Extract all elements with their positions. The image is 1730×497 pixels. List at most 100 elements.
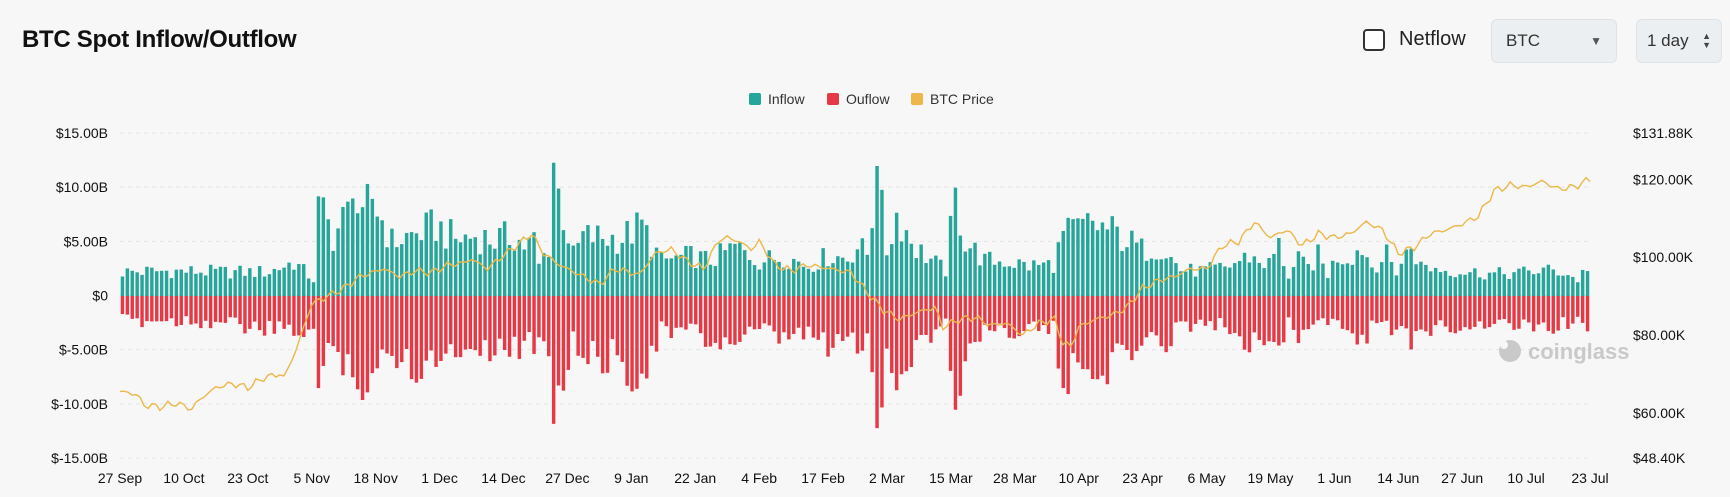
grid-lines [120,132,1590,459]
inflow-bar [983,253,987,296]
inflow-bar [1198,266,1203,296]
outflow-bar [694,296,698,325]
outflow-bar [1272,296,1276,343]
outflow-bar [532,296,536,354]
inflow-bar [934,255,938,296]
inflow-bar [1531,274,1536,296]
outflow-bar [1002,296,1007,329]
outflow-bar [983,296,987,325]
outflow-bar [689,296,693,324]
inflow-bar [1448,275,1453,296]
inflow-bar [184,272,188,296]
inflow-bar [953,187,958,296]
inflow-bar [1478,277,1482,296]
inflow-bar [605,245,610,296]
inflow-bar [1424,264,1428,296]
inflow-bar [870,228,874,296]
inflow-bar [287,262,291,296]
inflow-bar [1473,268,1477,296]
outflow-bar [1517,296,1521,329]
btc-price-line [119,176,1591,412]
outflow-bar [179,296,183,325]
right-axis-tick-label: $120.00K [1633,171,1694,187]
outflow-bar [341,296,345,376]
inflow-bar [1144,260,1149,296]
legend-swatch [911,93,923,105]
outflow-bar [1512,296,1516,330]
inflow-bar [551,162,556,296]
outflow-bar [478,296,482,356]
inflow-bar [272,268,277,296]
outflow-bar [1571,296,1575,324]
x-axis-tick-label: 27 Sep [98,470,143,486]
outflow-bar [277,296,281,322]
inflow-bar [395,247,399,296]
inflow-bar [875,166,879,296]
inflow-bar [409,232,414,296]
outflow-bar [605,296,610,373]
inflow-bar [978,265,982,296]
inflow-bar [850,262,855,296]
outflow-bar [836,296,840,335]
outflow-bar [811,296,816,338]
right-axis-tick-label: $131.88K [1633,125,1694,141]
inflow-bar [762,262,767,296]
x-axis-tick-label: 10 Jul [1507,470,1544,486]
outflow-bar [1257,296,1261,340]
inflow-bar [223,266,228,296]
inflow-bar [1007,266,1012,296]
outflow-bar [458,296,463,358]
inflow-bar [679,254,683,296]
inflow-bar [140,274,144,296]
outflow-bar [620,296,624,362]
outflow-bar [1164,296,1168,353]
outflow-bar [204,296,208,321]
outflow-bar [1100,296,1105,376]
outflow-bar [1247,296,1252,353]
inflow-bar [1237,261,1242,296]
outflow-bar [498,296,502,339]
inflow-bar [1105,229,1110,296]
outflow-bar [1438,296,1443,321]
inflow-bar [811,271,816,296]
coin-select[interactable]: BTC ▼ [1491,19,1617,63]
outflow-bar [302,296,306,337]
outflow-bar [522,296,526,341]
inflow-bar [968,248,972,296]
x-axis-tick-label: 27 Jun [1441,470,1483,486]
outflow-bar [600,296,605,374]
outflow-bar [365,296,370,393]
inflow-bar [1081,218,1085,296]
outflow-bar [762,296,767,324]
inflow-bar [1002,266,1007,296]
inflow-bar [522,249,526,296]
outflow-bar [1144,296,1149,338]
x-axis-tick-label: 1 Jun [1317,470,1351,486]
outflow-bar [845,296,850,337]
period-select[interactable]: 1 day ▲ ▼ [1636,19,1722,63]
inflow-bar [630,243,634,296]
outflow-bar [1580,296,1585,323]
inflow-bar [1438,272,1443,296]
inflow-bar [816,269,820,296]
inflow-bar [302,264,306,296]
inflow-bar [164,270,169,296]
outflow-bar [429,296,433,351]
outflow-bar [155,296,159,322]
netflow-toggle[interactable]: Netflow [1363,28,1466,51]
outflow-bar [1007,296,1012,338]
left-axis-tick-label: $5.00B [64,233,108,249]
outflow-bar [326,296,330,344]
inflow-bar [218,266,223,296]
inflow-bar [767,250,771,296]
netflow-checkbox[interactable] [1363,28,1385,51]
inflow-bar [1046,260,1051,296]
inflow-bar [571,245,575,296]
outflow-bar [199,296,203,329]
outflow-bar [262,296,267,336]
outflow-bar [1095,296,1100,380]
inflow-bar [1311,270,1315,296]
inflow-bar [478,254,482,296]
outflow-bar [316,296,321,389]
outflow-bar [561,296,566,391]
